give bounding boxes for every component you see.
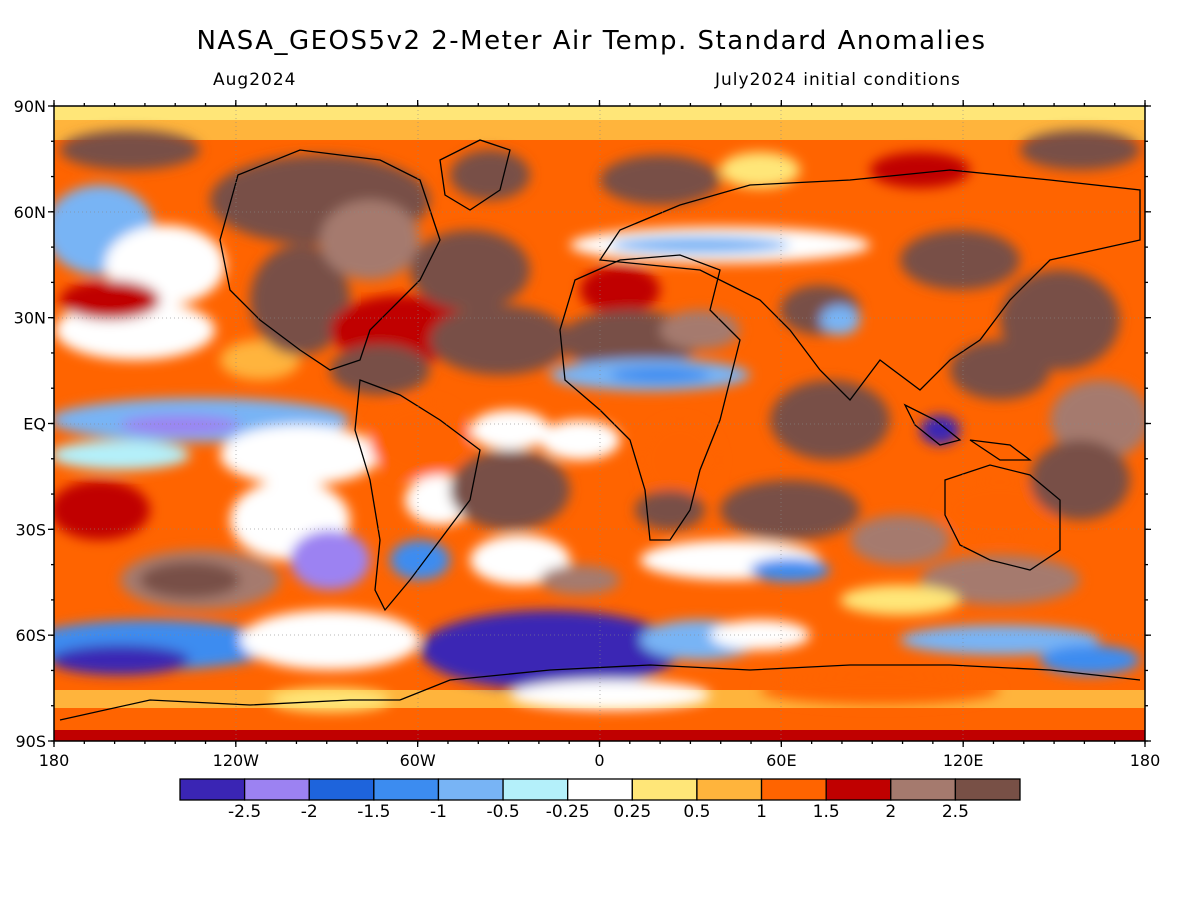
- colorbar-label: -1: [430, 802, 447, 822]
- colorbar-label: 0.5: [683, 802, 710, 822]
- colorbar-label: -2.5: [228, 802, 261, 822]
- lon-label: 120W: [213, 751, 260, 770]
- colorbar-label: 2.5: [942, 802, 969, 822]
- colorbar-label: -1.5: [357, 802, 390, 822]
- lat-label: 60N: [14, 203, 46, 222]
- lon-label: 120E: [943, 751, 984, 770]
- anomaly-field: [54, 106, 1145, 741]
- lat-label: 60S: [15, 626, 46, 645]
- forecast-month-label: Aug2024: [213, 70, 297, 90]
- colorbar-swatch: [890, 778, 957, 801]
- colorbar-swatch: [243, 778, 310, 801]
- colorbar-label: 1.5: [813, 802, 840, 822]
- lon-label: 60E: [766, 751, 796, 770]
- latitude-labels: 90N 60N 30N EQ 30S 60S 90S: [14, 97, 46, 751]
- map-title: NASA_GEOS5v2 2-Meter Air Temp. Standard …: [196, 26, 987, 56]
- lat-label: EQ: [23, 415, 46, 434]
- colorbar-swatch: [825, 778, 892, 801]
- lat-label: 30S: [15, 520, 46, 539]
- longitude-labels: 180 120W 60W 0 60E 120E 180: [39, 751, 1161, 770]
- colorbar-swatch: [502, 778, 569, 801]
- lat-label: 90N: [14, 97, 46, 116]
- colorbar-labels: -2.5 -2 -1.5 -1 -0.5 -0.25 0.25 0.5 1 1.5 2 2.5: [228, 802, 969, 822]
- lat-label: 90S: [15, 732, 46, 751]
- colorbar-swatch: [696, 778, 763, 801]
- colorbar-swatch: [567, 778, 633, 801]
- colorbar-label: 1: [756, 802, 767, 822]
- axis-ticks: [48, 100, 1151, 747]
- colorbar-swatch: [179, 778, 246, 801]
- colorbar: [179, 778, 1021, 801]
- colorbar-label: -0.25: [546, 802, 590, 822]
- colorbar-label: -2: [301, 802, 318, 822]
- colorbar-swatch: [760, 778, 827, 801]
- colorbar-swatch: [631, 778, 698, 801]
- colorbar-label: -0.5: [486, 802, 519, 822]
- lon-label: 180: [39, 751, 70, 770]
- lon-label: 60W: [400, 751, 436, 770]
- coastlines: [59, 139, 1141, 721]
- colorbar-swatch: [954, 778, 1021, 801]
- lat-label: 30N: [14, 309, 46, 328]
- colorbar-label: 2: [885, 802, 896, 822]
- colorbar-swatch: [308, 778, 375, 801]
- colorbar-swatch: [373, 778, 440, 801]
- colorbar-label: 0.25: [613, 802, 651, 822]
- lon-label: 0: [594, 751, 604, 770]
- lon-label: 180: [1130, 751, 1161, 770]
- initial-conditions-label: July2024 initial conditions: [715, 70, 961, 90]
- colorbar-swatch: [437, 778, 504, 801]
